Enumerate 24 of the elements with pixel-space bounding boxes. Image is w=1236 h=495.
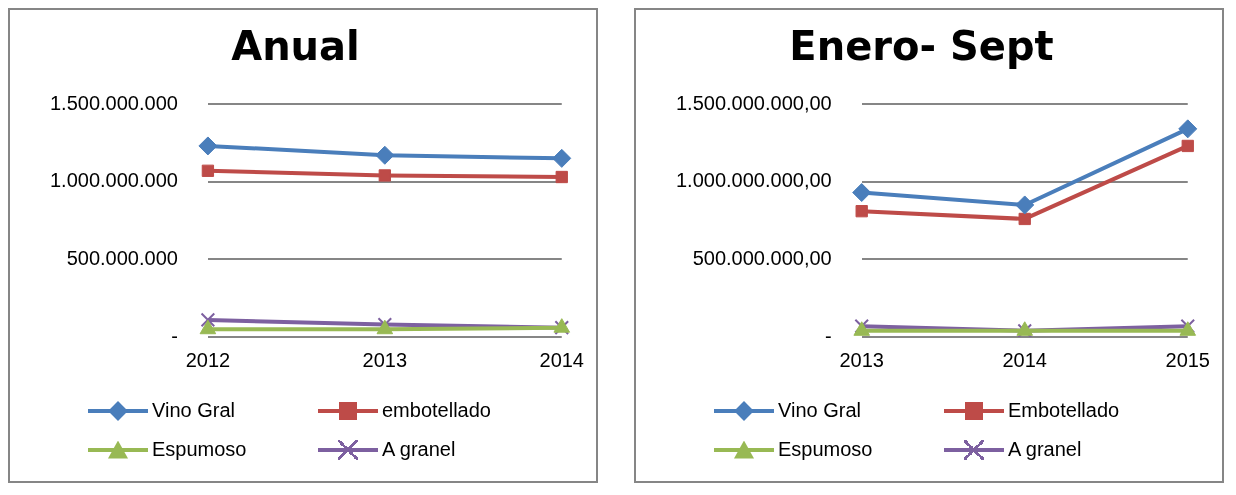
y-tick-label: 500.000.000 [66, 246, 178, 269]
chart-title: Enero- Sept [789, 23, 1054, 70]
legend-label: Vino Gral [778, 399, 862, 422]
y-tick-label: 1.500.000.000 [49, 91, 178, 114]
legend-label: A granel [1008, 438, 1082, 461]
x-tick-label: 2014 [539, 348, 584, 371]
y-tick-label: 1.000.000.000,00 [676, 169, 832, 192]
x-tick-label: 2015 [1165, 348, 1210, 371]
x-tick-label: 2014 [1002, 348, 1047, 371]
x-tick-label: 2012 [185, 348, 231, 371]
x-tick-label: 2013 [839, 348, 884, 371]
y-tick-label: 1.500.000.000,00 [676, 91, 832, 114]
legend-label: A granel [382, 438, 456, 461]
y-tick-label: 1.000.000.000 [49, 169, 178, 192]
legend-label: embotellado [382, 399, 491, 422]
legend-label: Embotellado [1008, 399, 1120, 422]
y-tick-label: 500.000.000,00 [692, 246, 832, 269]
y-tick-label: - [825, 324, 832, 347]
legend-label: Vino Gral [152, 399, 236, 422]
x-tick-label: 2013 [362, 348, 408, 371]
legend-label: Espumoso [152, 438, 247, 461]
legend-label: Espumoso [778, 438, 873, 461]
y-tick-label: - [171, 324, 178, 347]
chart-title: Anual [231, 23, 360, 70]
